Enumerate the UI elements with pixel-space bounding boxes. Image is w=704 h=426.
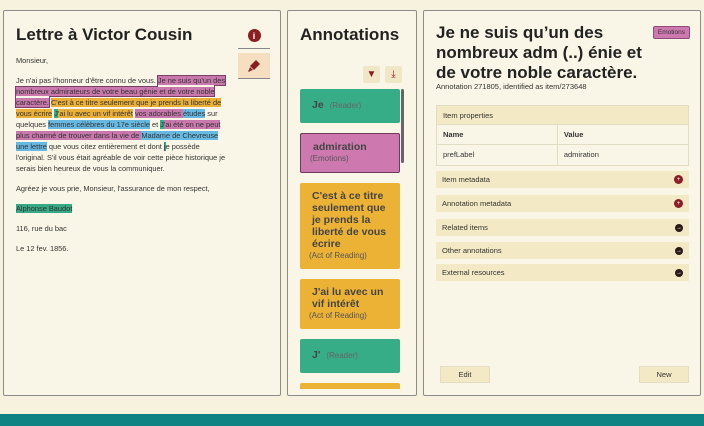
section-label: Item metadata bbox=[442, 175, 490, 184]
section-item-metadata[interactable]: Item metadata + bbox=[436, 171, 689, 188]
annotation-category: (Reader) bbox=[329, 101, 362, 110]
download-button[interactable]: ⤓ bbox=[385, 66, 402, 83]
letter-body: Je n'ai pas l'honneur d'être connu de vo… bbox=[14, 75, 228, 174]
section-label: External resources bbox=[442, 268, 505, 277]
annotation-label: C'est à ce titre seulement que je prends… bbox=[312, 190, 387, 250]
annotation-card[interactable]: J' (Reader) bbox=[300, 339, 400, 373]
category-badge: Emotions bbox=[652, 26, 690, 39]
filter-button[interactable]: ▼ bbox=[363, 66, 380, 83]
annotation-label: J'ai lu avec un vif intérêt bbox=[312, 286, 384, 310]
letter-title: Lettre à Victor Cousin bbox=[16, 25, 193, 44]
signature-annotation[interactable]: Alphonse Baudot bbox=[16, 204, 73, 213]
letter-text: Monsieur, Je n'ai pas l'honneur d'être c… bbox=[14, 55, 228, 263]
annotation-card[interactable]: C'est à ce titre seulement que je prends… bbox=[300, 183, 400, 269]
annotation-category: (Reader) bbox=[326, 351, 358, 360]
cell-value: admiration bbox=[556, 144, 688, 165]
section-label: Related items bbox=[442, 223, 488, 232]
marker-pen-icon bbox=[248, 59, 260, 72]
section-external-resources[interactable]: External resources → bbox=[436, 264, 689, 281]
text-segment: Je n'ai pas l'honneur d'être connu de vo… bbox=[16, 76, 158, 85]
annotation-list[interactable]: Je (Reader) admiration (Emotions) C'est à ce… bbox=[300, 89, 400, 389]
text-segment: sur quelques bbox=[16, 109, 218, 129]
detail-title: Je ne suis qu’un des nombreux adm (..) é… bbox=[436, 23, 642, 82]
item-properties: Item properties Name Value prefLabel admir… bbox=[436, 105, 689, 166]
annotation-card[interactable]: Je (Reader) bbox=[300, 89, 400, 123]
info-button[interactable]: i bbox=[238, 23, 270, 49]
properties-table: Name Value prefLabel admiration bbox=[437, 124, 688, 165]
closing: Agréez je vous prie, Monsieur, l'assuran… bbox=[16, 184, 210, 193]
annotation-highlight[interactable]: Madame de Chevreuse bbox=[141, 131, 219, 140]
date: Le 12 fev. 1856. bbox=[16, 244, 69, 253]
plus-circle-icon: + bbox=[674, 199, 683, 208]
new-button[interactable]: New bbox=[639, 366, 689, 383]
annotations-title: Annotations bbox=[300, 25, 400, 44]
annotation-category: (Emotions) bbox=[310, 154, 349, 163]
letter-panel: Lettre à Victor Cousin Monsieur, Je n'ai… bbox=[3, 10, 281, 396]
text-segment: e possède l'original. S'il vous était ag… bbox=[16, 142, 226, 173]
section-related-items[interactable]: Related items → bbox=[436, 219, 689, 236]
annotation-highlight[interactable]: vos adorables bbox=[134, 109, 184, 118]
annotation-label: admiration bbox=[313, 141, 367, 153]
arrow-right-circle-icon: → bbox=[675, 223, 683, 232]
detail-subtitle: Annotation 271805, identified as item/27… bbox=[436, 82, 587, 91]
section-label: Annotation metadata bbox=[442, 199, 512, 208]
info-icon: i bbox=[247, 29, 261, 42]
annotation-category: (Act of Reading) bbox=[309, 311, 367, 320]
annotate-button[interactable] bbox=[238, 53, 270, 79]
filter-icon: ▼ bbox=[366, 69, 377, 80]
annotation-label: Je bbox=[312, 99, 324, 111]
text-segment: que vous citez entièrement et dont bbox=[46, 142, 164, 151]
annotation-highlight[interactable]: une lettre bbox=[16, 142, 47, 151]
download-icon: ⤓ bbox=[391, 69, 396, 80]
col-value: Value bbox=[556, 124, 688, 145]
col-name: Name bbox=[437, 124, 558, 145]
annotation-highlight[interactable]: J bbox=[54, 109, 58, 118]
annotations-panel: Annotations ▼ ⤓ Je (Reader) admiration (Emo… bbox=[287, 10, 417, 396]
annotation-card[interactable]: admiration (Emotions) bbox=[300, 133, 400, 173]
plus-circle-icon: + bbox=[674, 175, 683, 184]
detail-panel: Je ne suis qu’un des nombreux adm (..) é… bbox=[423, 10, 701, 396]
annotation-highlight[interactable]: femmes célèbres du 17e siècle bbox=[48, 120, 150, 129]
text-segment: et bbox=[149, 120, 161, 129]
annotation-card[interactable]: J'ai lu avec un vif intérêt (Act of Readi… bbox=[300, 279, 400, 329]
annotation-category: (Act of Reading) bbox=[309, 251, 367, 260]
cell-name: prefLabel bbox=[437, 144, 558, 165]
footer-bar bbox=[0, 414, 704, 426]
section-other-annotations[interactable]: Other annotations → bbox=[436, 242, 689, 259]
address: 116, rue du bac bbox=[16, 224, 67, 233]
section-annotation-metadata[interactable]: Annotation metadata + bbox=[436, 195, 689, 212]
annotation-highlight[interactable]: études bbox=[183, 109, 206, 118]
scrollbar[interactable] bbox=[401, 89, 404, 163]
table-row: prefLabel admiration bbox=[437, 144, 688, 165]
annotation-label: J' bbox=[312, 349, 321, 361]
annotation-highlight[interactable]: j bbox=[163, 142, 166, 151]
arrow-right-circle-icon: → bbox=[675, 268, 683, 277]
annotation-highlight[interactable]: J bbox=[160, 120, 164, 129]
arrow-right-circle-icon: → bbox=[675, 246, 683, 255]
item-properties-header: Item properties bbox=[437, 106, 688, 124]
section-label: Other annotations bbox=[442, 246, 502, 255]
annotation-card[interactable]: vo bbox=[300, 383, 400, 389]
edit-button[interactable]: Edit bbox=[440, 366, 490, 383]
annotation-highlight[interactable]: 'ai lu avec un vif intérêt bbox=[57, 109, 133, 118]
salutation: Monsieur, bbox=[16, 56, 49, 65]
